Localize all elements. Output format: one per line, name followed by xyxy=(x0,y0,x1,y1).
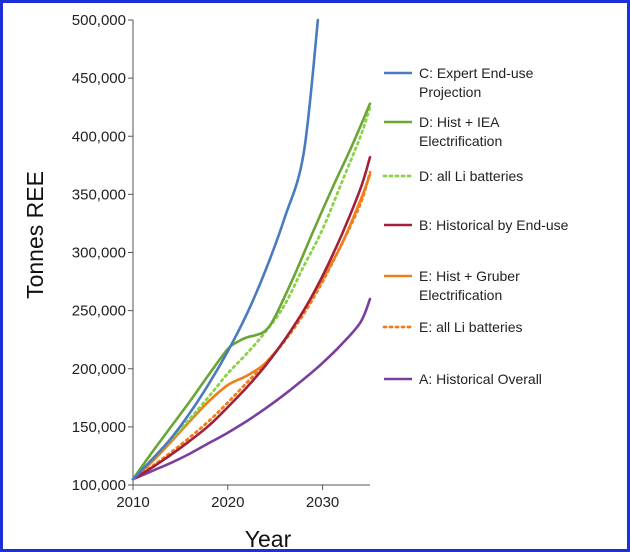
y-tick-label: 400,000 xyxy=(72,128,126,145)
x-tick-label: 2030 xyxy=(306,494,339,511)
series-line-e xyxy=(131,173,372,481)
series-line-a xyxy=(131,297,372,481)
series-line-e-dotted xyxy=(131,170,372,481)
y-tick-label: 500,000 xyxy=(72,12,126,29)
series-layer xyxy=(131,18,372,481)
series-line-d xyxy=(131,102,372,481)
legend-label: E: all Li batteries xyxy=(419,319,523,335)
x-tick-label: 2020 xyxy=(211,494,244,511)
y-tick-label: 150,000 xyxy=(72,419,126,436)
y-tick-label: 100,000 xyxy=(72,477,126,494)
x-axis-ticks: 2010 2020 2030 xyxy=(116,485,339,511)
y-tick-label: 200,000 xyxy=(72,361,126,378)
y-axis-ticks: 100,000 150,000 200,000 250,000 300,000 350,0… xyxy=(72,12,133,494)
legend-label: B: Historical by End-use xyxy=(419,217,569,233)
legend: C: Expert End-use Projection D: Hist + IEA… xyxy=(382,65,569,387)
y-tick-label: 300,000 xyxy=(72,245,126,262)
series-line-b xyxy=(131,155,372,481)
legend-label: C: Expert End-use xyxy=(419,65,534,81)
series-line-c xyxy=(131,18,320,481)
legend-label: Projection xyxy=(419,84,481,100)
series-line-d-dotted xyxy=(131,105,372,481)
legend-label: E: Hist + Gruber xyxy=(419,268,520,284)
y-tick-label: 250,000 xyxy=(72,303,126,320)
x-axis-title: Year xyxy=(245,526,292,552)
legend-label: Electrification xyxy=(419,133,502,149)
legend-label: D: Hist + IEA xyxy=(419,114,500,130)
legend-label: Electrification xyxy=(419,287,502,303)
x-tick-label: 2010 xyxy=(116,494,149,511)
legend-label: A: Historical Overall xyxy=(419,371,542,387)
y-tick-label: 350,000 xyxy=(72,186,126,203)
y-axis-title: Tonnes REE xyxy=(22,171,48,299)
legend-label: D: all Li batteries xyxy=(419,168,523,184)
y-tick-label: 450,000 xyxy=(72,70,126,87)
